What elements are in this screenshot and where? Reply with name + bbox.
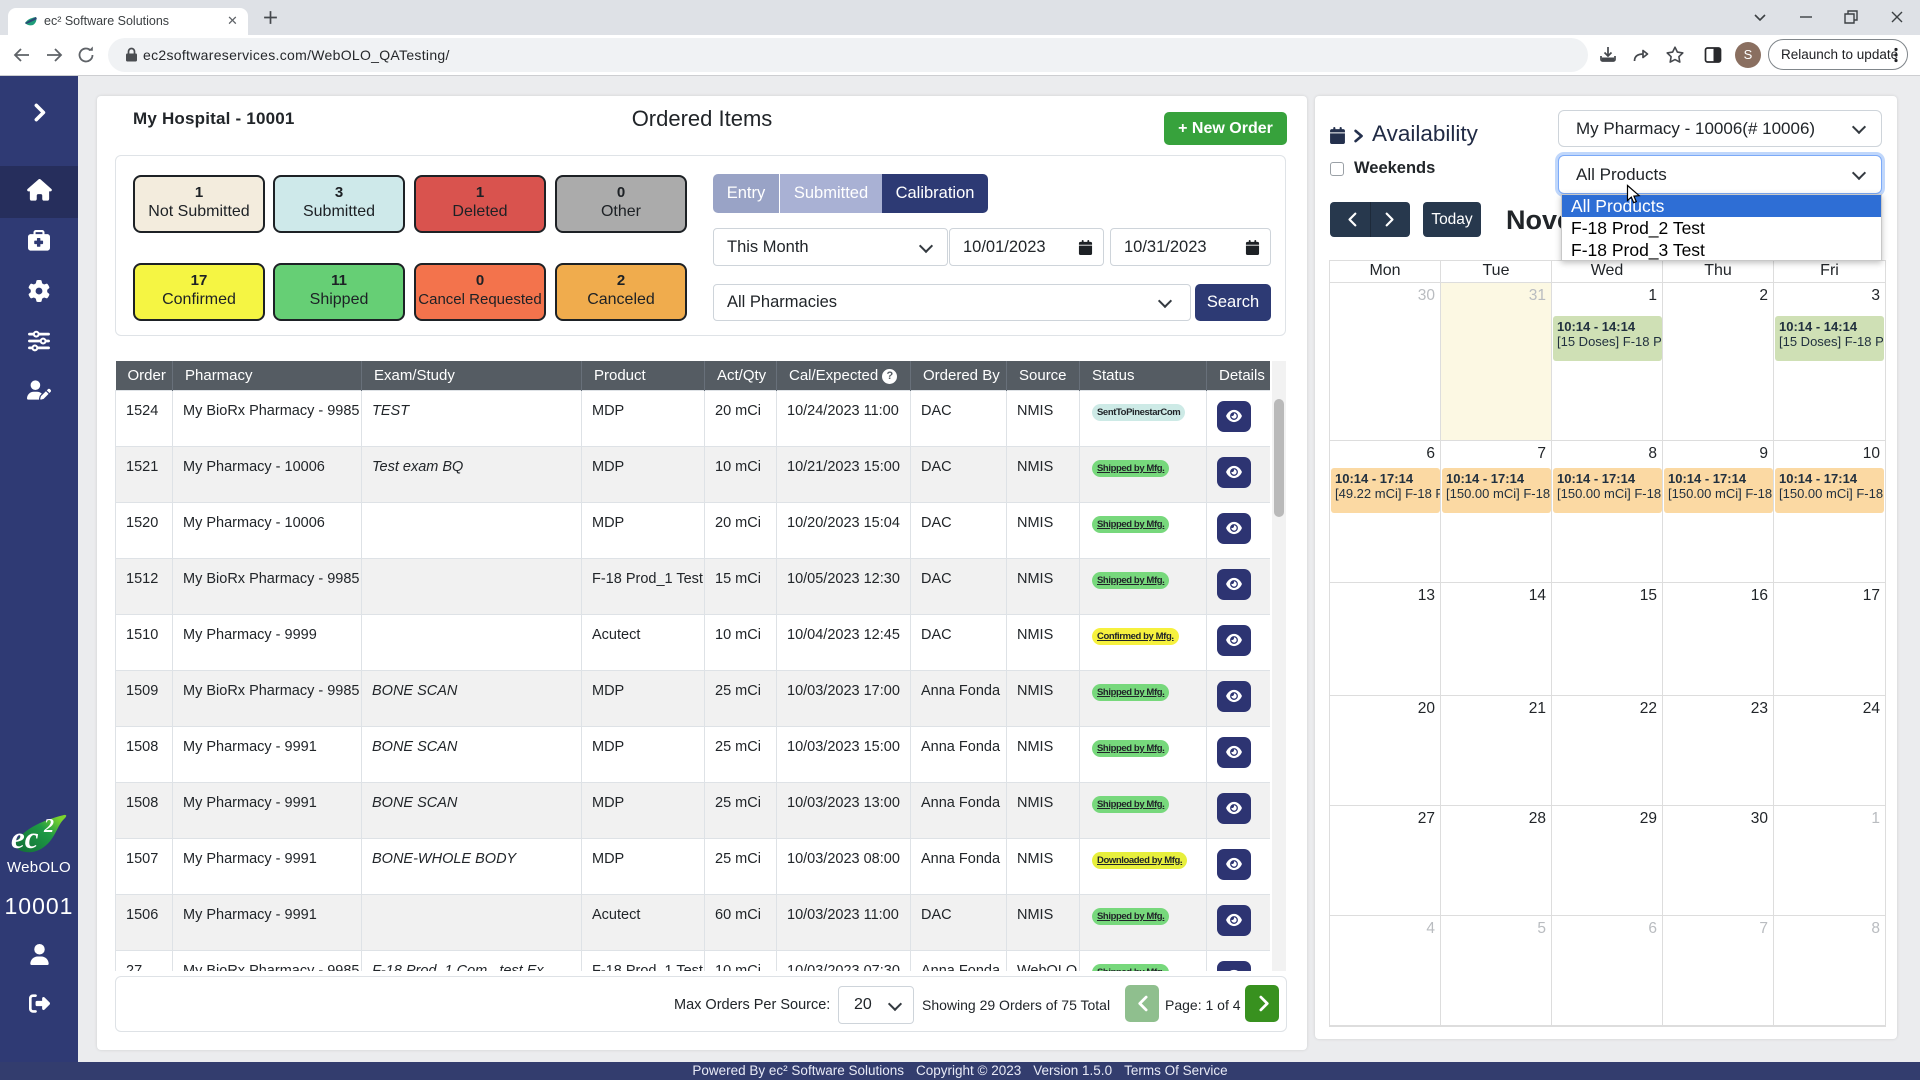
svg-text:ec: ec	[11, 820, 39, 855]
svg-text:2: 2	[43, 815, 54, 837]
